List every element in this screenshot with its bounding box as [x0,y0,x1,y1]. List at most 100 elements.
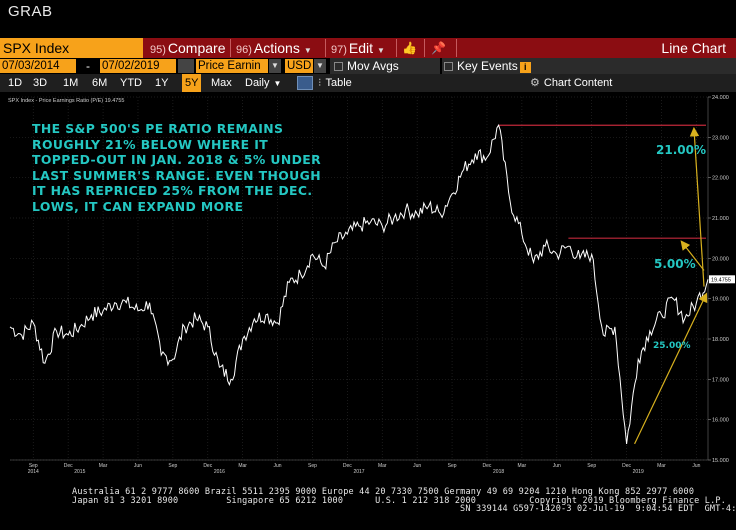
arrow-to-5pct [680,240,705,271]
window-title-bar: GRAB [0,0,736,38]
period-max[interactable]: Max [211,77,232,89]
y-tick-label: 21.000 [712,216,729,222]
chevron-down-icon: ▼ [273,79,282,88]
x-tick-label: Jun [553,463,561,469]
period-1y[interactable]: 1Y [155,77,169,89]
edit-label: Edit [348,40,374,56]
pe-series-line [9,124,709,444]
footer [0,485,736,530]
x-tick-label: Sep [448,463,457,469]
mov-avgs-label: Mov Avgs [347,59,399,73]
table-icon: ⁝ [318,77,322,89]
chart-content-label: Chart Content [543,77,613,89]
y-axis: 24.000 23.000 22.000 21.000 20.000 19.000 18.0… [707,95,729,464]
chart-grid [10,96,708,461]
compare-button[interactable]: 95) Compare [150,38,226,58]
x-tick-label: Mar [657,463,666,469]
x-tick-label: Mar [378,463,387,469]
line-chart-icon[interactable] [297,76,313,90]
checkbox-icon [334,62,343,71]
actions-button[interactable]: 96) Actions ▼ [236,38,312,58]
x-tick-label: Sep [308,463,317,469]
annotation-arrows [634,126,708,445]
mov-avgs-toggle[interactable]: Mov Avgs [334,58,399,74]
period-6m[interactable]: 6M [92,77,108,89]
x-tick-label: Mar [238,463,247,469]
y-tick-label: 18.000 [712,337,729,343]
x-year-label: 2018 [493,469,504,475]
toolbar-periods [0,74,736,92]
annotation-line: LOWS, IT CAN EXPAND MORE [32,198,244,214]
edit-button[interactable]: 97) Edit ▼ [331,38,385,58]
checkbox-icon [444,62,453,71]
toolbar-divider [396,39,397,57]
x-tick-label: Dec [64,463,73,469]
chevron-down-icon[interactable]: ▼ [314,59,326,73]
currency-field[interactable]: USD [285,59,313,73]
gear-icon: ⚙ [530,77,540,89]
calendar-icon[interactable] [178,59,194,73]
chevron-down-icon: ▼ [377,46,385,55]
y-tick-label: 16.000 [712,418,729,424]
y-tick-label: 22.000 [712,176,729,182]
chevron-down-icon[interactable]: ▼ [269,59,281,73]
x-axis: Sep Dec Mar Jun Sep Dec Mar Jun Sep Dec Mar Jun Sep D… [10,459,708,475]
chart-content-button[interactable]: ⚙ Chart Content [530,74,612,92]
callout-21pct: 21.00% [656,143,706,157]
x-tick-label: Jun [134,463,142,469]
key-events-toggle[interactable]: Key Events i [444,58,531,74]
last-value-box [709,275,735,284]
period-3d[interactable]: 3D [33,77,48,89]
footer-contacts-2: Japan 81 3 3201 8900 Singapore 65 6212 1… [72,496,727,506]
thumbs-up-icon[interactable]: 👍 [402,41,417,55]
chart-legend: SPX Index - Price Earnings Ratio (P/E) 1… [8,98,124,104]
y-tick-label: 24.000 [712,95,729,101]
x-tick-label: Dec [483,463,492,469]
pin-icon[interactable]: 📌 [431,41,446,55]
field-selector[interactable]: Price Earnin [196,59,268,73]
arrow-to-21pct [689,126,705,287]
y-tick-label: 20.000 [712,256,729,262]
table-button[interactable]: ⁝ Table [318,74,352,92]
window-title: GRAB [8,3,53,20]
table-label: Table [325,77,352,89]
period-5y[interactable]: 5Y [182,74,202,92]
y-tick-label: 17.000 [712,377,729,383]
x-tick-label: Jun [692,463,700,469]
annotation-line: IT HAS REPRICED 25% FROM THE DEC. [32,183,313,198]
annotation-line: TOPPED-OUT IN JAN. 2018 & 5% UNDER [32,152,322,167]
x-tick-label: Mar [518,463,527,469]
end-date-field[interactable]: 07/02/2019 [100,59,176,73]
x-year-label: 2016 [214,469,225,475]
key-events-bg [442,58,736,74]
pe-ratio-chart[interactable]: 24.000 23.000 22.000 21.000 20.000 19.000 18.0… [0,92,736,485]
x-year-label: 2015 [74,469,85,475]
footer-session: SN 339144 G597-1420-3 02-Jul-19 9:04:54 … [460,504,736,514]
toolbar-divider [456,39,457,57]
resistance-lines [498,124,706,239]
x-tick-label: Sep [587,463,596,469]
mov-avgs-toggle-bg [330,58,440,74]
toolbar-divider [325,39,326,57]
x-tick-label: Dec [622,463,631,469]
edit-num: 97) [331,44,347,56]
x-tick-label: Jun [274,463,282,469]
actions-label: Actions [253,40,300,56]
chart-annotation: THE S&P 500'S PE RATIO REMAINS ROUGHLY 2… [32,121,362,214]
period-1d[interactable]: 1D [8,77,23,89]
x-tick-label: Sep [29,463,38,469]
x-tick-label: Dec [203,463,212,469]
view-title: Line Chart [661,40,726,56]
x-year-label: 2019 [633,469,644,475]
ticker-field[interactable]: SPX Index [0,38,143,58]
y-tick-label: 23.000 [712,135,729,141]
period-ytd[interactable]: YTD [120,77,142,89]
start-date-field[interactable]: 07/03/2014 [0,59,76,73]
chevron-down-icon: ▼ [303,46,312,55]
frequency-select[interactable]: Daily ▼ [245,74,281,92]
period-1m[interactable]: 1M [63,77,79,89]
pe-series [9,124,709,444]
toolbar-primary [0,38,736,58]
frequency-label: Daily [245,77,270,89]
annotation-line: ROUGHLY 21% BELOW WHERE IT [32,136,269,152]
